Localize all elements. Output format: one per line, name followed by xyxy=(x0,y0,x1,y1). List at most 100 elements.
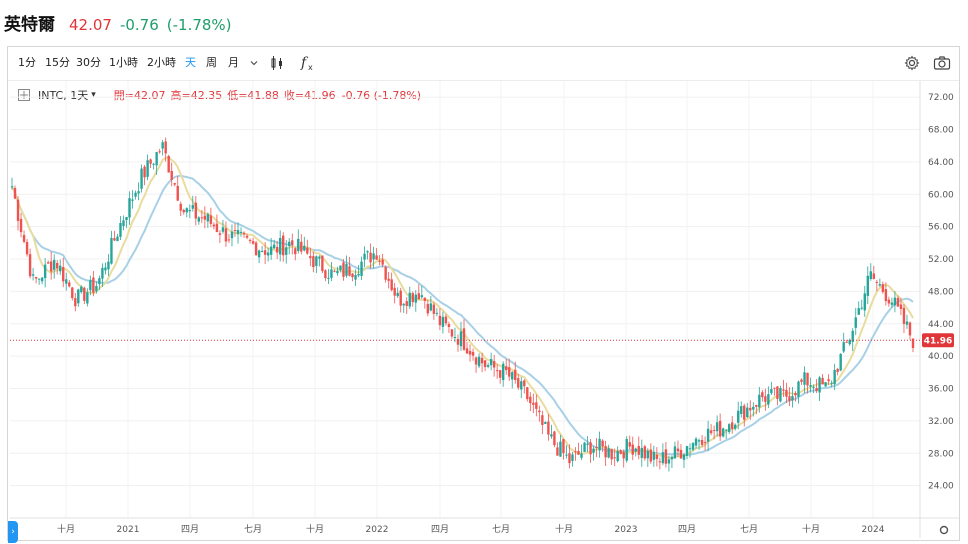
candle-body xyxy=(77,289,80,304)
candle-body xyxy=(98,278,101,285)
interval-day[interactable]: 天 xyxy=(185,56,196,69)
candle-body xyxy=(209,215,213,224)
company-name: 英特爾 xyxy=(4,15,55,35)
interval-1min[interactable]: 1分 xyxy=(18,56,36,69)
candle-body xyxy=(239,231,243,233)
candle-body xyxy=(574,451,577,453)
candle-body xyxy=(22,234,26,242)
candle-body xyxy=(152,163,155,165)
symbol-interval-label[interactable]: INTC, 1天 xyxy=(38,89,89,102)
candle-body xyxy=(842,342,845,352)
candle-body xyxy=(580,453,583,458)
candle-body xyxy=(408,292,411,307)
candle-body xyxy=(550,434,553,437)
candle-body xyxy=(691,443,695,450)
candle-body xyxy=(245,235,249,238)
candle-body xyxy=(652,452,656,460)
interval-15min[interactable]: 15分 xyxy=(45,56,70,69)
camera-icon[interactable] xyxy=(932,53,952,73)
candle-body xyxy=(878,284,882,286)
candle-body xyxy=(694,438,698,446)
candle-body xyxy=(670,456,674,460)
candle-body xyxy=(664,449,668,464)
candle-body xyxy=(520,381,523,390)
candle-body xyxy=(697,440,701,442)
candle-body xyxy=(294,248,297,255)
interval-1hour[interactable]: 1小時 xyxy=(109,56,138,69)
candle-body xyxy=(182,209,185,213)
gear-icon[interactable] xyxy=(939,525,949,535)
candle-body xyxy=(746,407,749,418)
candle-body xyxy=(288,241,291,246)
candle-body xyxy=(676,448,680,452)
interval-month[interactable]: 月 xyxy=(228,56,239,69)
candle-body xyxy=(517,378,520,388)
price-chart[interactable]: 24.00 28.00 32.00 36.00 40.00 44.00 48.00 52.00… xyxy=(8,81,959,540)
last-price-label: 41.96 xyxy=(924,336,952,346)
candle-body xyxy=(330,269,333,278)
candle-body xyxy=(399,290,402,306)
chevron-down-icon[interactable]: ▾ xyxy=(91,90,96,100)
candle-body xyxy=(884,289,888,302)
candle-body xyxy=(254,242,258,256)
candle-body xyxy=(646,450,650,459)
interval-2hour[interactable]: 2小時 xyxy=(147,56,176,69)
candle-body xyxy=(715,422,719,432)
candle-body xyxy=(360,261,363,276)
candle-body xyxy=(272,244,276,249)
candle-body xyxy=(866,275,869,296)
interval-30min[interactable]: 30分 xyxy=(76,56,101,69)
y-tick-label: 36.00 xyxy=(928,385,954,395)
x-tick-label: 四月 xyxy=(678,524,696,535)
gear-icon[interactable] xyxy=(902,53,922,73)
candle-body xyxy=(776,386,779,399)
candlestick-icon[interactable] xyxy=(267,53,287,73)
candle-body xyxy=(495,370,499,372)
candle-body xyxy=(559,441,562,457)
y-tick-label: 68.00 xyxy=(928,126,954,136)
candle-body xyxy=(37,278,41,280)
candle-body xyxy=(821,377,824,385)
candle-body xyxy=(851,330,854,342)
candle-body xyxy=(260,250,264,252)
candle-body xyxy=(266,252,270,256)
candle-body xyxy=(604,446,607,458)
candle-body xyxy=(179,203,182,211)
candle-body xyxy=(881,284,885,292)
candle-body xyxy=(345,264,348,276)
svg-text:f: f xyxy=(300,55,309,71)
candle-body xyxy=(577,451,580,455)
candle-body xyxy=(905,321,909,325)
candle-body xyxy=(369,252,372,263)
candle-body xyxy=(761,392,764,398)
side-panel-toggle[interactable]: › xyxy=(8,521,18,543)
last-price: 42.07 xyxy=(69,16,112,34)
candle-body xyxy=(839,353,842,371)
candle-body xyxy=(215,223,219,233)
candle-body xyxy=(818,377,821,393)
svg-text:x: x xyxy=(308,63,313,72)
candle-body xyxy=(595,447,598,449)
candle-body xyxy=(248,239,252,241)
candle-body xyxy=(411,293,414,303)
candle-body xyxy=(571,454,574,461)
candle-body xyxy=(101,267,104,279)
candle-body xyxy=(68,282,71,287)
candle-body xyxy=(203,215,207,220)
chevron-down-icon[interactable] xyxy=(244,53,264,73)
candle-body xyxy=(724,429,728,431)
candle-body xyxy=(535,402,538,409)
candle-body xyxy=(447,324,451,328)
candle-body xyxy=(601,440,604,447)
candle-body xyxy=(752,406,755,410)
candle-body xyxy=(435,312,439,314)
collapse-icon[interactable] xyxy=(18,89,30,101)
candle-body xyxy=(309,256,312,259)
quote-header: 英特爾 42.07 -0.76 (-1.78%) xyxy=(4,10,232,36)
interval-week[interactable]: 周 xyxy=(206,56,217,69)
candle-body xyxy=(432,304,436,314)
y-tick-label: 28.00 xyxy=(928,449,954,459)
candle-body xyxy=(845,341,848,343)
price-change-pct: (-1.78%) xyxy=(166,16,232,34)
